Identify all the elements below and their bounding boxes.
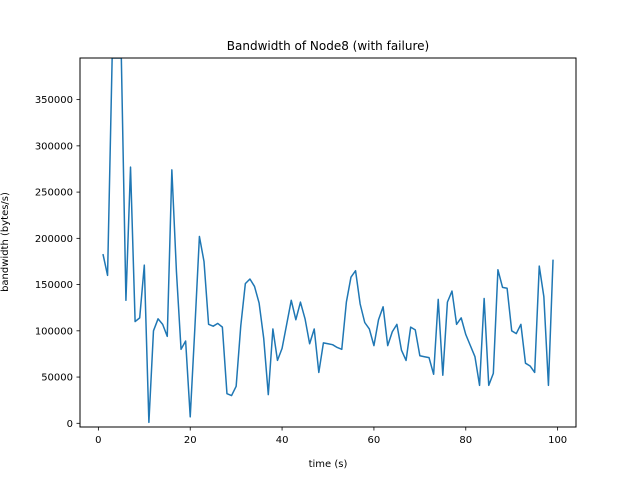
y-axis-label: bandwidth (bytes/s)	[0, 192, 11, 292]
y-tick-label: 200000	[35, 234, 73, 245]
series-line-0	[102, 58, 554, 424]
x-tick-label: 80	[459, 435, 472, 446]
y-tick-label: 100000	[35, 326, 73, 337]
plot-area	[102, 58, 554, 424]
chart-title: Bandwidth of Node8 (with failure)	[227, 39, 429, 53]
y-tick-label: 150000	[35, 280, 73, 291]
x-tick-label: 100	[548, 435, 567, 446]
x-axis-label: time (s)	[309, 459, 348, 470]
y-tick-label: 0	[67, 419, 73, 430]
x-tick-label: 60	[368, 435, 381, 446]
x-tick-label: 0	[95, 435, 101, 446]
y-tick-label: 250000	[35, 188, 73, 199]
x-tick-label: 20	[184, 435, 197, 446]
axis-ticks: 0 20 40 60 80 100 0 50000 100000 150000 200000 2500…	[35, 95, 567, 446]
y-tick-label: 350000	[35, 95, 73, 106]
x-tick-label: 40	[276, 435, 289, 446]
y-tick-label: 50000	[41, 373, 73, 384]
axes-frame	[79, 57, 577, 428]
y-tick-label: 300000	[35, 141, 73, 152]
